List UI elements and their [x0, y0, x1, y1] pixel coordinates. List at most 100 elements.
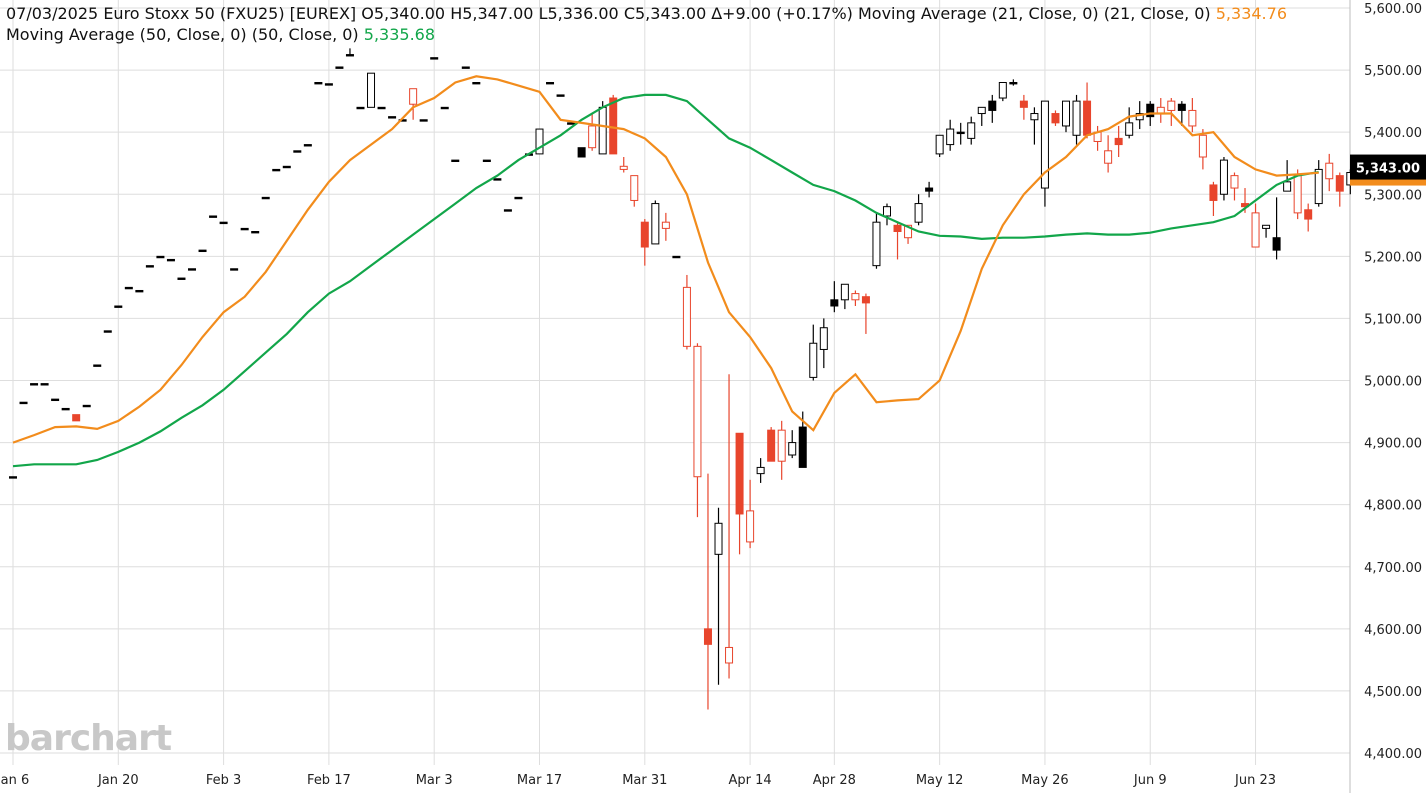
- candle-body: [1283, 181, 1292, 192]
- candle: [1314, 160, 1323, 207]
- candle-body: [135, 289, 144, 293]
- candle: [419, 119, 428, 122]
- candle-body: [419, 119, 428, 122]
- candle: [209, 215, 218, 218]
- candle-body: [461, 66, 470, 69]
- candle: [1072, 94, 1081, 145]
- candle-body: [72, 414, 81, 422]
- candle-body: [166, 258, 175, 262]
- candle-body: [630, 175, 639, 201]
- candle: [956, 122, 965, 145]
- candle-body: [998, 82, 1007, 99]
- candle: [230, 268, 239, 271]
- candle-body: [1304, 209, 1313, 220]
- candle: [1177, 101, 1186, 126]
- candle: [1114, 125, 1123, 157]
- candle: [51, 398, 60, 402]
- candle-body: [345, 54, 354, 57]
- candle: [830, 281, 839, 313]
- candle-body: [1293, 175, 1302, 214]
- candle-body: [1251, 212, 1260, 248]
- ma50-value: 5,335.68: [363, 25, 436, 44]
- candle-body: [335, 66, 344, 69]
- candle: [946, 119, 955, 151]
- y-tick-label: 4,400.00: [1364, 747, 1422, 762]
- candle-body: [1125, 122, 1134, 136]
- candle-body: [556, 94, 565, 97]
- candle: [114, 305, 123, 308]
- candle: [314, 82, 323, 85]
- candle-body: [798, 426, 807, 468]
- candle: [777, 420, 786, 480]
- candle: [914, 194, 923, 226]
- candle: [335, 66, 344, 69]
- grid-lines: [0, 0, 1351, 793]
- candle: [1230, 172, 1239, 201]
- candle: [714, 507, 723, 685]
- candle: [388, 116, 397, 119]
- x-tick-label: Jun 23: [1234, 773, 1276, 788]
- y-tick-label: 5,000.00: [1364, 375, 1422, 390]
- candle-body: [577, 147, 586, 158]
- candle: [577, 147, 586, 158]
- candle: [1125, 107, 1134, 139]
- candle-body: [1314, 168, 1323, 205]
- candle-body: [282, 165, 291, 169]
- candle: [367, 72, 376, 108]
- candle-body: [1325, 162, 1334, 180]
- ma50-label: Moving Average (50, Close, 0) (50, Close…: [6, 25, 359, 44]
- candle-body: [261, 196, 270, 200]
- candle-body: [324, 83, 333, 86]
- candle: [1083, 82, 1092, 139]
- candle-body: [272, 168, 281, 172]
- candle: [166, 258, 175, 262]
- x-tick-label: Feb 17: [307, 773, 351, 788]
- candle-body: [451, 159, 460, 163]
- candle: [882, 203, 891, 226]
- candle-body: [430, 57, 439, 60]
- ma21-label: Moving Average (21, Close, 0) (21, Close…: [857, 4, 1211, 23]
- candle: [356, 106, 365, 110]
- candle-body: [93, 364, 102, 367]
- header-close: C5,343.00: [623, 4, 707, 23]
- candle: [61, 407, 70, 411]
- candle: [303, 144, 312, 147]
- candle-body: [788, 442, 797, 456]
- price-tags: 5,343.00: [1350, 154, 1426, 186]
- candle: [840, 283, 849, 310]
- candle: [345, 48, 354, 57]
- y-tick-label: 4,800.00: [1364, 499, 1422, 514]
- candle-body: [809, 342, 818, 378]
- candle: [30, 383, 39, 386]
- candle-body: [1009, 82, 1018, 85]
- candle-body: [714, 522, 723, 555]
- x-tick-label: May 26: [1021, 773, 1069, 788]
- candle: [672, 255, 681, 259]
- candle: [1304, 203, 1313, 232]
- x-tick-label: Mar 31: [622, 773, 667, 788]
- candle-body: [640, 221, 649, 248]
- y-tick-label: 5,600.00: [1364, 2, 1422, 17]
- candle: [82, 404, 91, 408]
- candle: [1040, 100, 1049, 207]
- candle: [735, 432, 744, 555]
- candle: [514, 196, 523, 200]
- candle: [1051, 110, 1060, 126]
- candle-body: [767, 429, 776, 462]
- candle-body: [1072, 100, 1081, 136]
- candle-body: [388, 116, 397, 119]
- candle: [9, 476, 17, 479]
- candle: [703, 473, 712, 710]
- candle-body: [1219, 159, 1228, 195]
- candle: [1188, 98, 1197, 133]
- candle-body: [682, 286, 691, 347]
- candle-body: [830, 299, 839, 307]
- candle: [272, 168, 281, 172]
- candle: [619, 157, 628, 173]
- candle-body: [440, 106, 449, 110]
- x-tick-label: Apr 28: [813, 773, 856, 788]
- candle: [925, 181, 934, 198]
- candle-body: [356, 106, 365, 110]
- candle-body: [746, 510, 755, 543]
